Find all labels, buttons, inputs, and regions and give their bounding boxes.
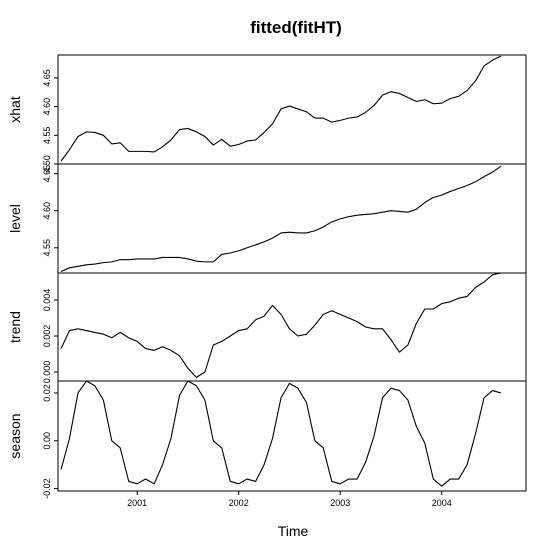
- y-tick-label: 0.02: [42, 384, 52, 402]
- y-axis-label-xhat: xhat: [7, 96, 23, 123]
- panel-trend: 0.000 0.002 0.004 trend: [7, 272, 527, 384]
- y-tick-label: 0.002: [42, 325, 52, 348]
- x-tick-label: 2004: [432, 498, 452, 508]
- x-tick-label: 2001: [127, 498, 147, 508]
- chart-title: fitted(fitHT): [250, 18, 342, 37]
- panel-season: -0.02 0.00 0.02 season: [7, 380, 527, 499]
- y-tick-label: 0.000: [42, 361, 52, 384]
- series-line-level: [60, 165, 502, 273]
- y-tick-label: 0.004: [42, 289, 52, 312]
- y-tick-label: 4.65: [42, 69, 52, 87]
- y-tick-label: -0.02: [42, 478, 52, 499]
- y-tick-label: 4.55: [42, 127, 52, 145]
- panel-frame-trend: [57, 272, 527, 382]
- y-axis-label-season: season: [7, 413, 23, 458]
- x-tick-label: 2002: [229, 498, 249, 508]
- series-line-xhat: [60, 55, 502, 162]
- y-tick-label: 0.00: [42, 432, 52, 450]
- y-axis-label-trend: trend: [7, 311, 23, 343]
- panels-group: 4.50 4.55 4.60 4.65 xhat 4.55 4.60 4.65 level 0.0…: [7, 54, 527, 499]
- panel-frame-season: [57, 380, 527, 492]
- y-tick-label: 4.60: [42, 98, 52, 116]
- y-tick-label: 4.50: [42, 155, 52, 173]
- y-axis-label-level: level: [7, 204, 23, 233]
- panel-frame-xhat: [57, 54, 527, 165]
- panel-xhat: 4.50 4.55 4.60 4.65 xhat: [7, 54, 527, 173]
- series-line-trend: [60, 272, 502, 378]
- x-axis-label: Time: [278, 523, 309, 539]
- panel-frame-level: [57, 163, 527, 274]
- y-tick-label: 4.55: [42, 239, 52, 257]
- x-tick-label: 2003: [330, 498, 350, 508]
- x-axis: 2001 2002 2003 2004: [127, 491, 452, 508]
- y-tick-label: 4.60: [42, 202, 52, 220]
- y-tick-label: 4.65: [42, 165, 52, 183]
- series-line-season: [60, 380, 502, 487]
- panel-level: 4.55 4.60 4.65 level: [7, 163, 527, 274]
